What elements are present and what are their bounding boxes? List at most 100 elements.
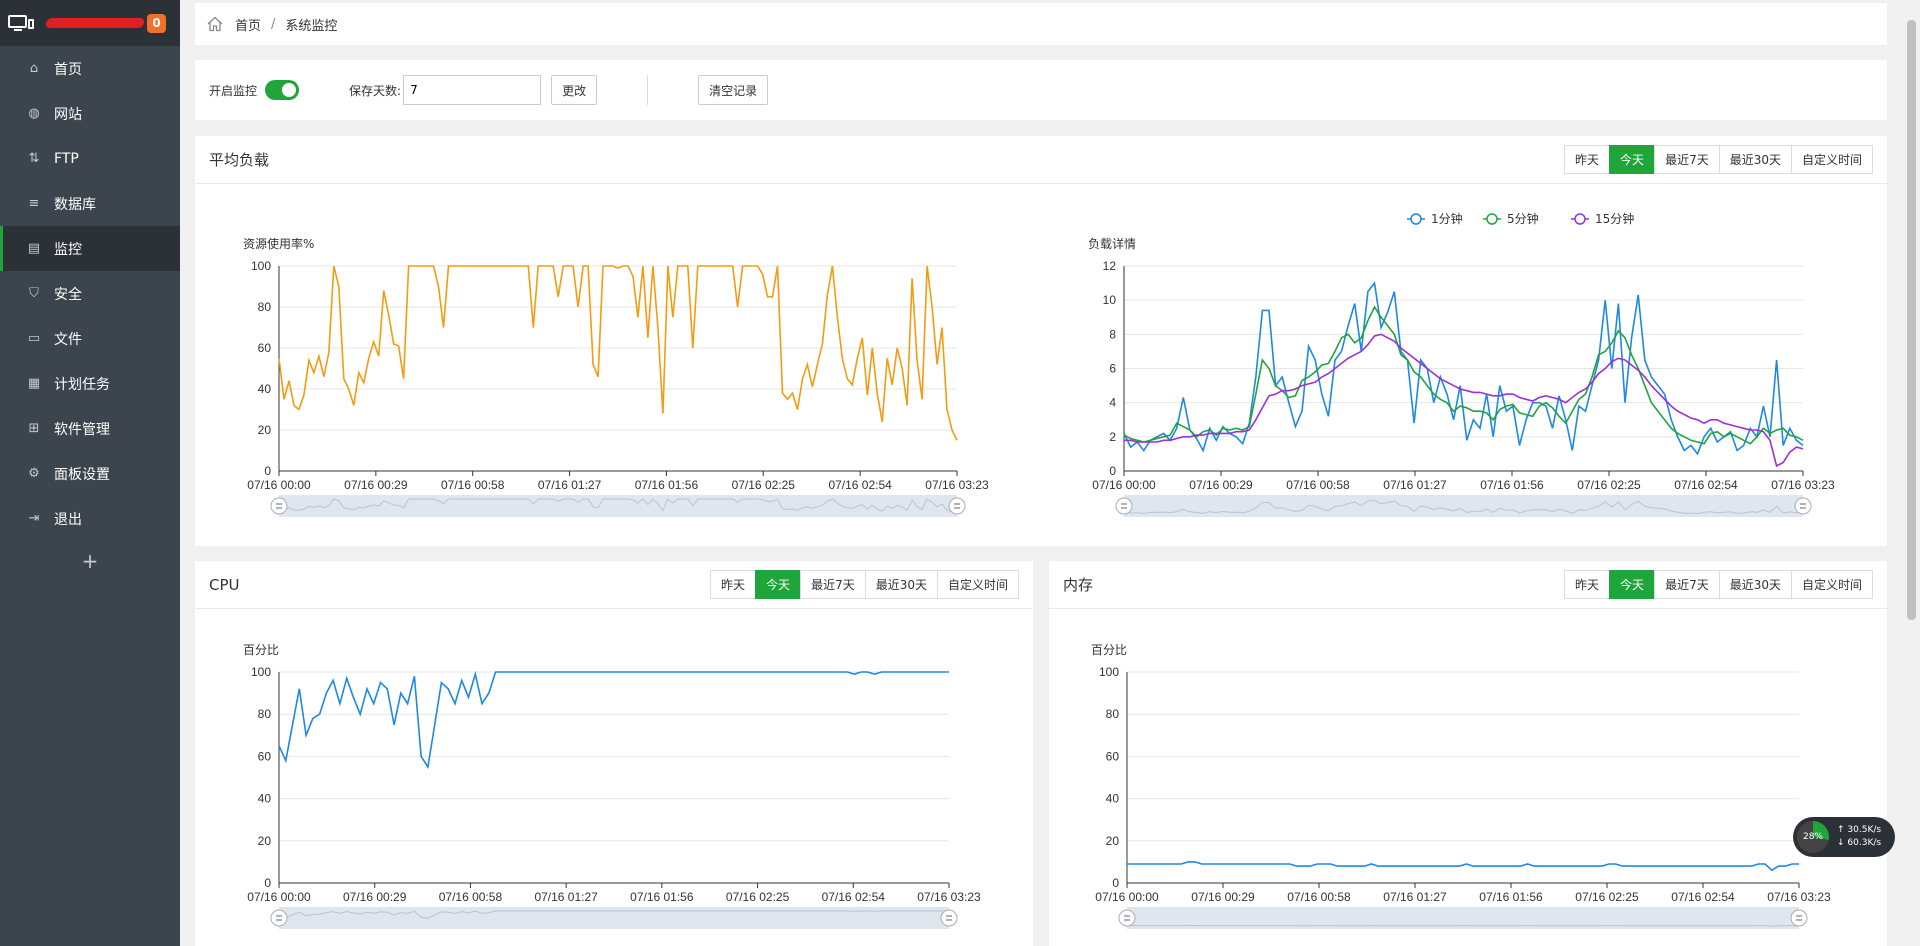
network-widget[interactable]: 28% ↑ 30.5K/s ↓ 60.3K/s: [1793, 817, 1895, 857]
page-scrollbar[interactable]: [1903, 0, 1920, 946]
x-tick-label: 07/16 00:00: [247, 478, 311, 492]
legend-label: 15分钟: [1595, 211, 1634, 226]
monitor-chart-icon: ▤: [27, 241, 41, 256]
zoom-slider-preview: [1127, 924, 1799, 927]
breadcrumb-separator: /: [271, 16, 276, 32]
ftp-icon: ⇅: [28, 151, 40, 166]
series-line-5分钟: [1123, 305, 1804, 445]
range-button-3[interactable]: 最近30天: [1718, 145, 1792, 174]
y-tick-label: 60: [1106, 749, 1120, 763]
sidebar-item-1[interactable]: ◍ 网站: [0, 91, 180, 136]
sidebar-item-10[interactable]: ⇥ 退出: [0, 496, 180, 541]
range-button-2[interactable]: 最近7天: [1654, 570, 1720, 599]
cpu-panel-header: CPU 昨天 今天 最近7天 最近30天 自定义时间: [195, 561, 1033, 609]
modify-button[interactable]: 更改: [551, 75, 598, 105]
message-badge[interactable]: 0: [147, 13, 166, 33]
zoom-handle-right: [940, 909, 958, 927]
range-button-0[interactable]: 昨天: [1564, 570, 1611, 599]
zoom-slider-track: [279, 907, 949, 929]
range-button-1[interactable]: 今天: [755, 570, 802, 599]
x-tick-label: 07/16 02:54: [1674, 478, 1738, 492]
sidebar-item-8[interactable]: ⊞ 软件管理: [0, 406, 180, 451]
load-panel-title: 平均负载: [209, 151, 270, 169]
x-tick-label: 07/16 00:58: [1287, 890, 1351, 904]
sidebar-item-2[interactable]: ⇅ FTP: [0, 136, 180, 181]
y-tick-label: 0: [264, 464, 271, 478]
sidebar-item-label: 首页: [54, 61, 82, 78]
range-button-1[interactable]: 今天: [1609, 145, 1656, 174]
x-tick-label: 07/16 00:29: [1191, 890, 1255, 904]
x-tick-label: 07/16 03:23: [1771, 478, 1835, 492]
x-tick-label: 07/16 00:00: [247, 890, 311, 904]
network-rates: ↑ 30.5K/s ↓ 60.3K/s: [1837, 824, 1881, 850]
zoom-slider-preview: [1123, 499, 1804, 515]
calendar-icon: ▦: [27, 376, 41, 391]
y-tick-label: 40: [258, 792, 272, 806]
redacted-server-name: [44, 18, 146, 28]
range-button-3[interactable]: 最近30天: [1718, 570, 1792, 599]
range-button-2[interactable]: 最近7天: [800, 570, 866, 599]
breadcrumb: 首页 / 系统监控: [195, 3, 1887, 45]
sidebar-item-4[interactable]: ▤ 监控: [0, 226, 180, 271]
scrollbar-thumb[interactable]: [1907, 20, 1916, 620]
range-button-4[interactable]: 自定义时间: [1790, 570, 1873, 599]
y-axis-label: 百分比: [243, 643, 279, 657]
x-tick-label: 07/16 01:27: [1383, 478, 1447, 492]
load-panel: 平均负载 昨天 今天 最近7天 最近30天 自定义时间 资源使用率% 0 20 40 60 80 1…: [195, 136, 1887, 546]
sidebar-item-0[interactable]: ⌂ 首页: [0, 46, 180, 91]
range-button-4[interactable]: 自定义时间: [936, 570, 1019, 599]
sidebar-item-3[interactable]: ≡ 数据库: [0, 181, 180, 226]
y-tick-label: 20: [258, 423, 272, 437]
x-tick-label: 07/16 00:00: [1095, 890, 1159, 904]
range-button-3[interactable]: 最近30天: [864, 570, 938, 599]
sidebar-item-7[interactable]: ▦ 计划任务: [0, 361, 180, 406]
sidebar-item-5[interactable]: ⛉ 安全: [0, 271, 180, 316]
memory-panel-title: 内存: [1063, 576, 1094, 594]
series-line-mem: [1127, 861, 1799, 872]
add-shortcut-button[interactable]: +: [81, 549, 99, 573]
x-tick-label: 07/16 00:29: [1189, 478, 1253, 492]
zoom-slider-track: [1127, 907, 1799, 929]
legend-label: 5分钟: [1507, 211, 1539, 226]
sidebar-item-label: 文件: [54, 331, 82, 348]
x-tick-label: 07/16 01:27: [534, 890, 598, 904]
zoom-handle-right: [948, 497, 966, 515]
y-tick-label: 80: [258, 300, 272, 314]
load-range-selector: 昨天 今天 最近7天 最近30天 自定义时间: [1564, 145, 1873, 174]
range-button-0[interactable]: 昨天: [1564, 145, 1611, 174]
range-button-4[interactable]: 自定义时间: [1790, 145, 1873, 174]
x-tick-label: 07/16 00:00: [1092, 478, 1156, 492]
sidebar-item-6[interactable]: ▭ 文件: [0, 316, 180, 361]
y-axis-label: 负载详情: [1088, 236, 1136, 251]
days-input[interactable]: [403, 75, 542, 105]
zoom-handle-left: [270, 497, 288, 515]
home-icon[interactable]: [207, 16, 223, 32]
series-line-15分钟: [1124, 333, 1804, 468]
folder-icon: ▭: [27, 331, 41, 346]
upload-rate: 30.5K/s: [1847, 825, 1882, 835]
legend-marker: [1410, 213, 1422, 225]
sidebar-item-label: 软件管理: [54, 421, 110, 438]
x-tick-label: 07/16 02:54: [828, 478, 892, 492]
memory-range-selector: 昨天 今天 最近7天 最近30天 自定义时间: [1564, 570, 1873, 599]
zoom-handle-left: [1115, 497, 1133, 515]
range-button-2[interactable]: 最近7天: [1654, 145, 1720, 174]
x-tick-label: 07/16 00:58: [1286, 478, 1350, 492]
zoom-handle-right: [1790, 909, 1808, 927]
logout-icon: ⇥: [28, 511, 40, 526]
range-button-0[interactable]: 昨天: [710, 570, 757, 599]
zoom-handle-left: [1118, 909, 1136, 927]
zoom-handle-right: [1794, 497, 1812, 515]
sidebar-item-label: 监控: [54, 241, 82, 258]
sidebar-item-label: 安全: [54, 286, 82, 303]
breadcrumb-home[interactable]: 首页: [235, 18, 262, 34]
zoom-slider-preview: [278, 910, 949, 919]
monitor-toggle[interactable]: [265, 80, 300, 100]
y-tick-label: 8: [1109, 327, 1116, 341]
sidebar-item-9[interactable]: ⚙ 面板设置: [0, 451, 180, 496]
range-button-1[interactable]: 今天: [1609, 570, 1656, 599]
clear-records-button[interactable]: 清空记录: [698, 75, 769, 105]
y-tick-label: 10: [1103, 293, 1117, 307]
x-tick-label: 07/16 02:25: [732, 478, 796, 492]
